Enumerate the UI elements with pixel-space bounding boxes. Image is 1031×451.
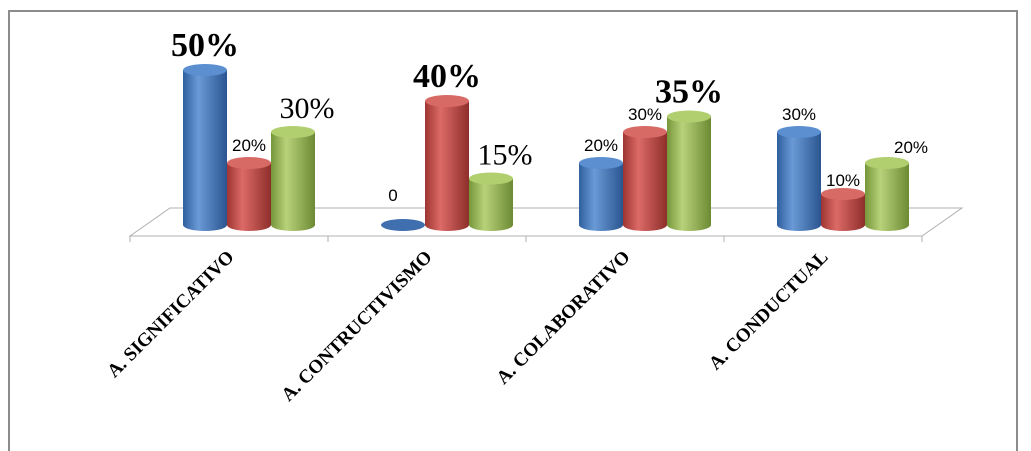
data-label: 30% [280,92,335,125]
bar-top [425,95,469,107]
bars-group [183,64,909,231]
data-label: 35% [655,74,723,111]
bar [271,132,315,231]
data-label: 40% [413,58,481,95]
bar [821,194,865,231]
chart-floor [128,207,964,237]
bar-top [821,188,865,200]
bar-top [183,64,227,76]
bar-top [579,157,623,169]
chart-frame [8,10,1018,451]
bar-top [469,172,513,185]
bar-top [777,126,821,138]
data-label: 15% [478,139,533,172]
data-label: 30% [628,105,662,124]
category-label: A. COLABORATIVO [493,247,635,389]
bar-top [623,126,667,138]
bar [667,116,711,231]
bar [227,163,271,231]
bar-top [667,110,711,123]
data-label: 20% [894,138,928,157]
bar-top [227,157,271,169]
bar [865,163,909,231]
bar-top [865,157,909,169]
data-label: 30% [782,105,816,124]
bar [777,132,821,231]
data-label: 20% [584,136,618,155]
bar [579,163,623,231]
category-labels-group: A. SIGNIFICATIVO A. CONTRUCTIVISMO A. COLA… [103,247,832,406]
data-label: 50% [171,27,239,64]
category-label: A. SIGNIFICATIVO [103,247,238,382]
data-label: 0 [388,186,397,205]
data-labels-group: 50%20%30%040%15% 20%30%35%30%10%20% [171,27,928,205]
data-label: 10% [826,171,860,190]
bar [469,178,513,231]
bar-top [271,126,315,138]
category-label: A. CONDUCTUAL [705,247,833,375]
data-label: 20% [232,136,266,155]
bar [425,101,469,231]
bar-top [381,219,425,231]
category-label: A. CONTRUCTIVISMO [278,247,437,406]
bar [623,132,667,231]
bar [183,70,227,231]
